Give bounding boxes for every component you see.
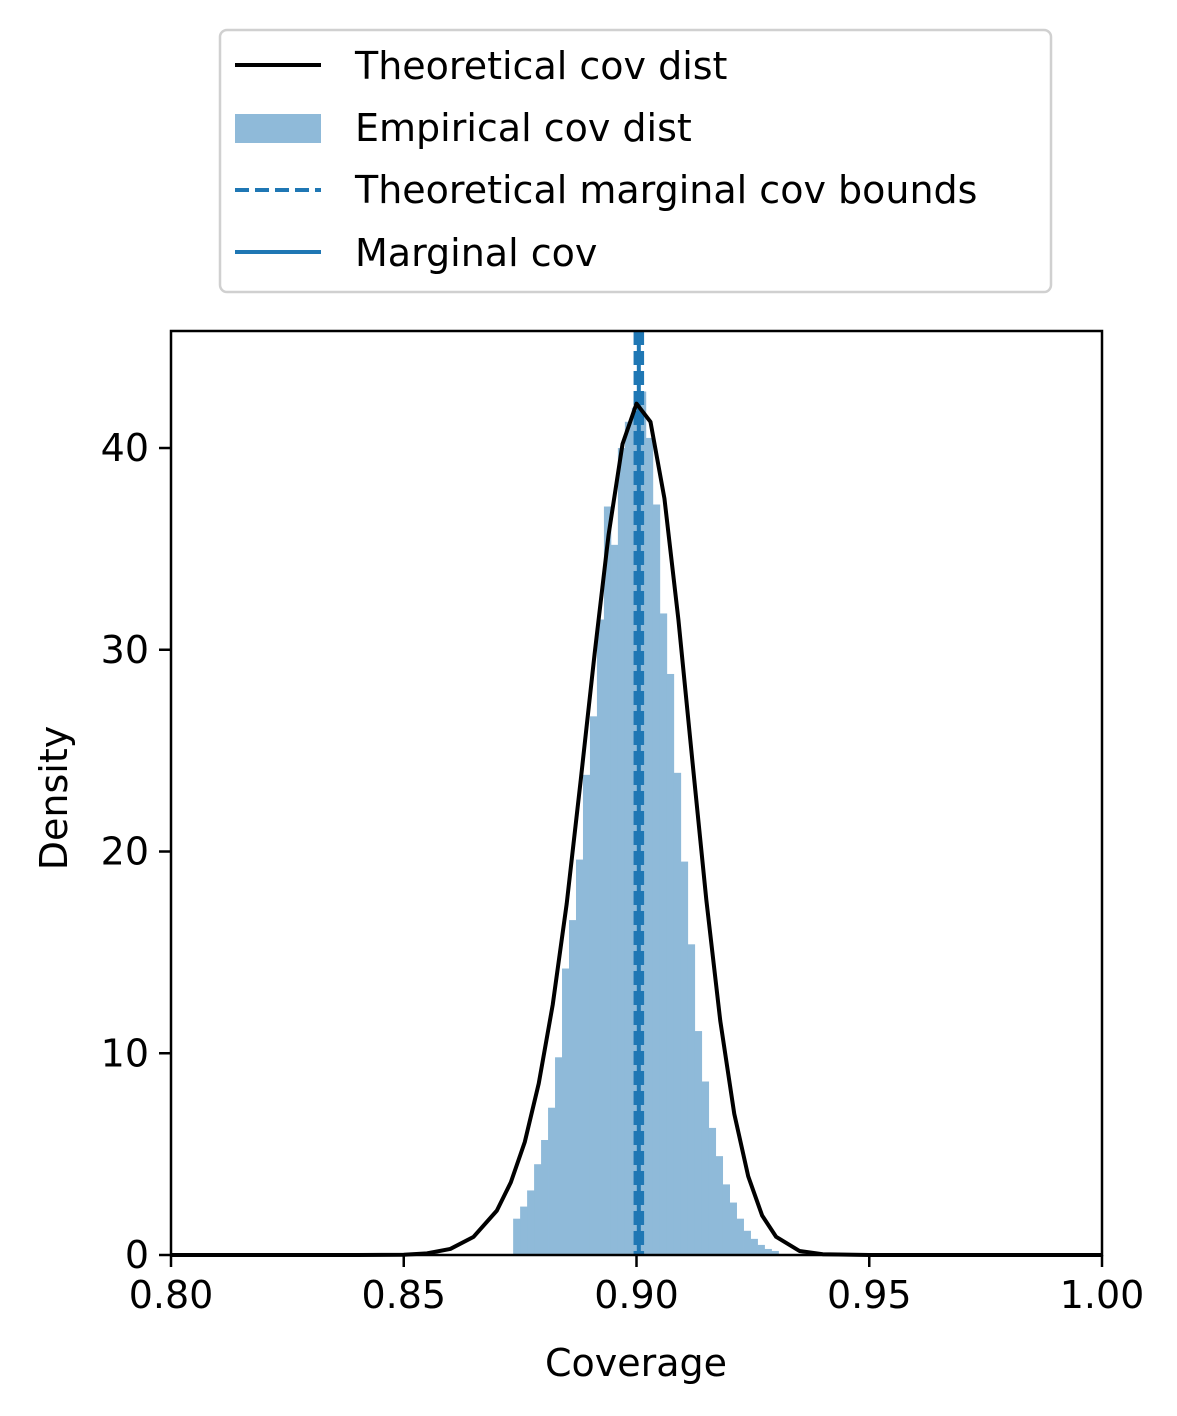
histogram-bar-7: [562, 968, 570, 1255]
legend-label-marginal-bounds: Theoretical marginal cov bounds: [354, 168, 977, 212]
histogram-bar-11: [589, 716, 598, 1255]
legend: Theoretical cov dist Empirical cov dist …: [218, 28, 1053, 294]
histogram-bar-36: [764, 1248, 772, 1255]
y-tick-label-3: 30: [101, 628, 149, 672]
histogram-bar-27: [701, 1081, 710, 1255]
legend-swatch-empirical-dist: [235, 114, 321, 143]
histogram-bar-33: [743, 1230, 751, 1255]
marginal-lines: [633, 331, 645, 1255]
histogram-bar-28: [708, 1127, 717, 1255]
y-axis-label: Density: [32, 726, 76, 870]
legend-label-empirical-dist: Empirical cov dist: [355, 106, 692, 150]
histogram-bar-30: [722, 1184, 730, 1255]
x-tick-label-3: 0.95: [827, 1273, 912, 1317]
histogram-bar-15: [617, 448, 626, 1256]
histogram-bar-3: [534, 1164, 542, 1255]
histogram-bars: [513, 391, 779, 1256]
x-tick-label-4: 1.00: [1060, 1273, 1145, 1317]
histogram-bar-24: [680, 861, 689, 1255]
histogram-bar-32: [736, 1218, 744, 1255]
histogram-bar-8: [569, 920, 577, 1255]
histogram-bar-16: [624, 421, 633, 1256]
histogram-bar-2: [527, 1190, 535, 1255]
x-tick-label-1: 0.85: [361, 1273, 446, 1317]
x-tick-label-0: 0.80: [129, 1273, 214, 1317]
y-tick-label-1: 10: [101, 1031, 149, 1075]
y-tick-label-4: 40: [101, 426, 149, 470]
histogram-bar-34: [750, 1238, 758, 1255]
histogram-bar-5: [548, 1107, 556, 1255]
histogram-bar-29: [715, 1156, 724, 1255]
histogram-bar-35: [757, 1244, 765, 1255]
histogram-bar-10: [582, 774, 591, 1255]
histogram-bar-31: [729, 1202, 737, 1255]
histogram-bar-1: [520, 1206, 528, 1255]
histogram-bar-9: [575, 859, 584, 1255]
histogram-bar-6: [555, 1057, 563, 1255]
theoretical-density-curve: [171, 401, 1102, 1257]
x-axis-label: Coverage: [545, 1341, 727, 1385]
legend-frame: [218, 28, 1053, 294]
y-tick-label-2: 20: [101, 830, 149, 874]
legend-label-marginal-cov: Marginal cov: [355, 231, 597, 275]
x-tick-label-2: 0.90: [594, 1273, 679, 1317]
histogram-bar-13: [603, 506, 612, 1255]
histogram-bar-4: [541, 1140, 549, 1255]
histogram-bar-14: [610, 544, 619, 1255]
histogram-bar-22: [666, 673, 675, 1255]
histogram-bar-20: [652, 504, 661, 1255]
histogram-bar-25: [687, 944, 696, 1255]
histogram-bar-12: [596, 619, 605, 1255]
histogram-bar-21: [659, 613, 668, 1255]
histogram-bar-23: [673, 772, 682, 1255]
x-axis-ticks: 0.80 0.85 0.90 0.95 1.00: [129, 1255, 1145, 1317]
histogram-bar-0: [513, 1218, 521, 1255]
histogram-bar-19: [645, 437, 654, 1255]
legend-label-theoretical-dist: Theoretical cov dist: [354, 44, 727, 88]
y-tick-label-0: 0: [125, 1233, 149, 1277]
histogram-bar-37: [771, 1250, 779, 1255]
histogram-bar-26: [694, 1031, 703, 1255]
y-axis-ticks: 0 10 20 30 40: [101, 426, 171, 1277]
